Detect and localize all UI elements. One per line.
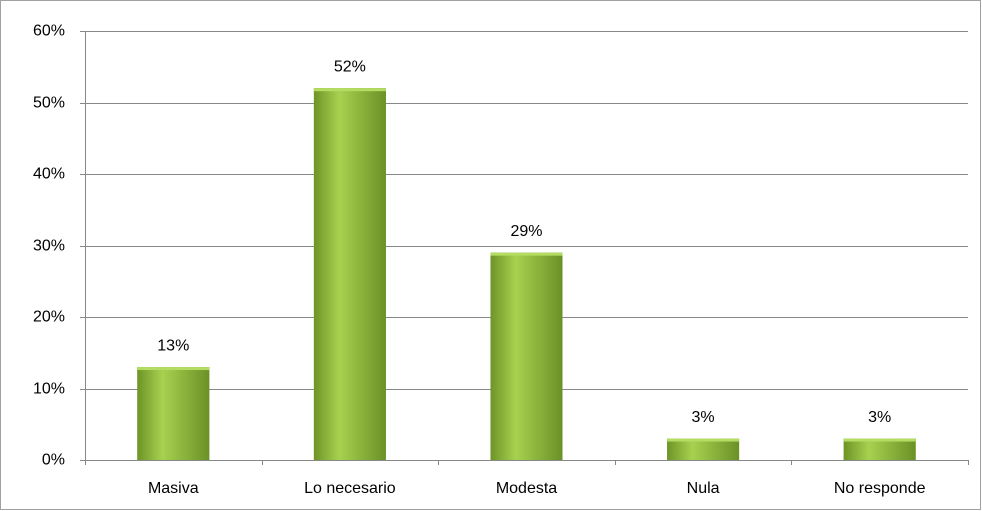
data-label: 52% xyxy=(334,58,366,75)
bar xyxy=(667,438,740,460)
bar xyxy=(137,367,210,460)
y-tick-label: 40% xyxy=(33,166,65,183)
bar xyxy=(490,252,563,460)
bar-top xyxy=(490,252,563,256)
data-label: 3% xyxy=(868,409,891,426)
x-tick-label: Lo necesario xyxy=(304,480,396,497)
y-tick-label: 30% xyxy=(33,238,65,255)
bar-top xyxy=(137,367,210,371)
data-label: 3% xyxy=(692,409,715,426)
bar xyxy=(843,438,916,460)
y-tick-label: 50% xyxy=(33,95,65,112)
y-tick-label: 0% xyxy=(42,452,65,469)
bar xyxy=(313,88,386,460)
bar-top xyxy=(843,438,916,442)
x-tick-label: No responde xyxy=(834,480,926,497)
bar-top xyxy=(667,438,740,442)
data-label: 13% xyxy=(157,337,189,354)
x-tick-label: Nula xyxy=(687,480,720,497)
x-tick-label: Masiva xyxy=(148,480,199,497)
x-tick-label: Modesta xyxy=(496,480,557,497)
y-tick-label: 10% xyxy=(33,381,65,398)
y-tick-label: 20% xyxy=(33,309,65,326)
y-tick-label: 60% xyxy=(33,23,65,40)
bar-top xyxy=(313,88,386,92)
data-label: 29% xyxy=(510,223,542,240)
